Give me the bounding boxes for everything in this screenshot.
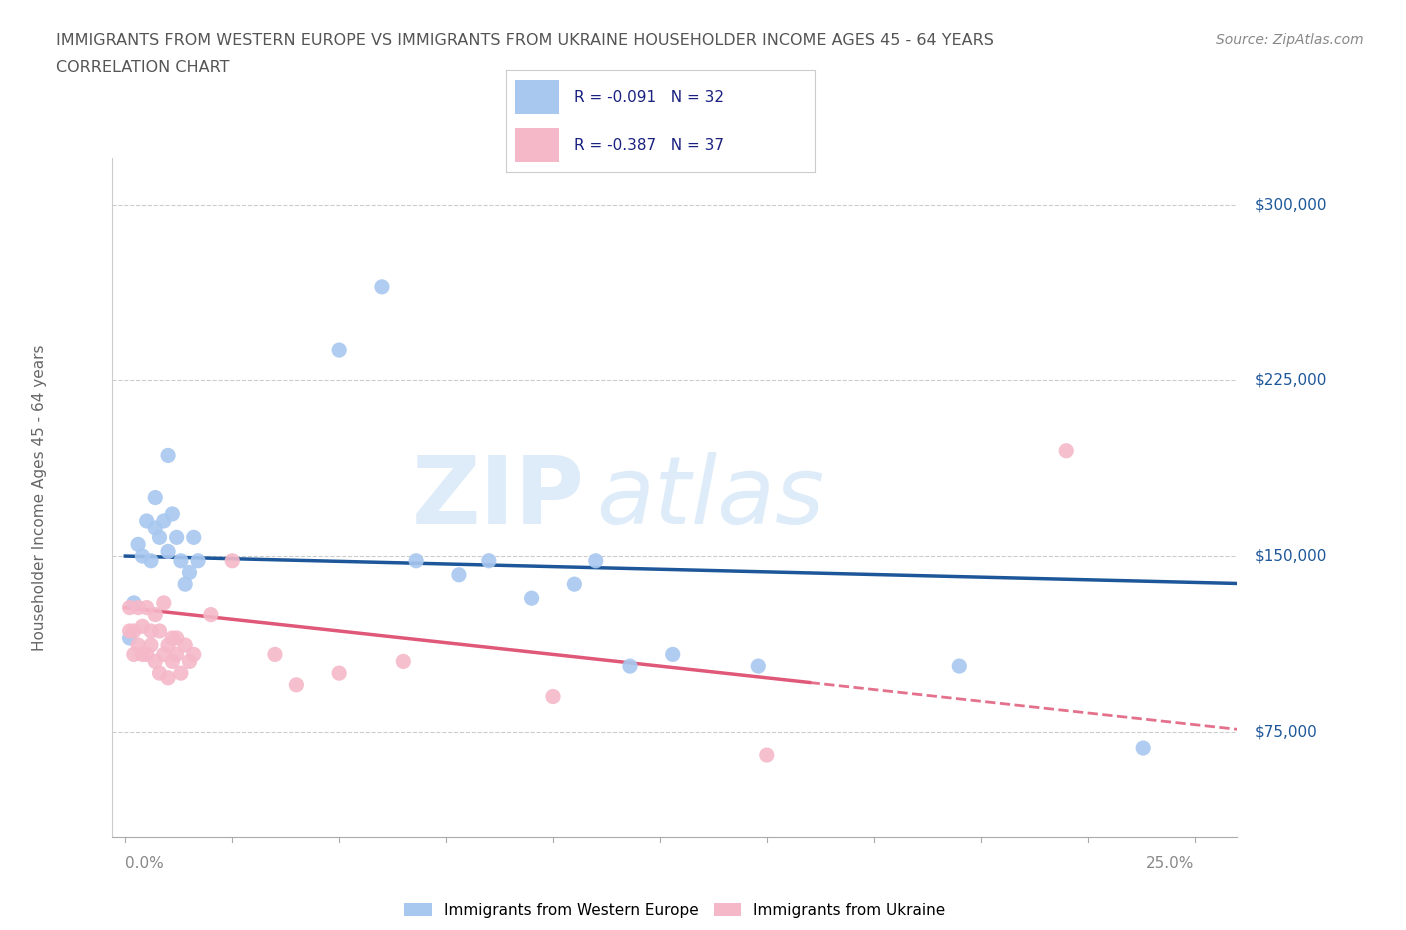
Legend: Immigrants from Western Europe, Immigrants from Ukraine: Immigrants from Western Europe, Immigran…: [404, 902, 946, 918]
Point: [157, 544, 180, 559]
Point: [174, 638, 197, 653]
Point: [148, 530, 170, 545]
Point: [143, 607, 166, 622]
Point: [585, 553, 607, 568]
Point: [157, 638, 180, 653]
Point: [183, 647, 205, 662]
Point: [143, 521, 166, 536]
Point: [520, 591, 543, 605]
Point: [541, 689, 564, 704]
Point: [166, 530, 188, 545]
Text: $75,000: $75,000: [1254, 724, 1317, 739]
Point: [135, 647, 157, 662]
FancyBboxPatch shape: [516, 80, 558, 113]
Point: [131, 549, 153, 564]
Point: [392, 654, 415, 669]
Point: [285, 677, 308, 692]
Text: 0.0%: 0.0%: [125, 856, 165, 870]
Point: [162, 654, 184, 669]
Point: [118, 600, 141, 615]
Point: [564, 577, 586, 591]
Point: [139, 623, 162, 638]
Point: [157, 448, 180, 463]
Text: 25.0%: 25.0%: [1146, 856, 1195, 870]
Point: [948, 658, 970, 673]
Point: [127, 600, 149, 615]
Text: Source: ZipAtlas.com: Source: ZipAtlas.com: [1216, 33, 1364, 46]
Point: [122, 595, 145, 610]
Point: [371, 279, 394, 294]
Point: [135, 600, 157, 615]
Text: R = -0.387   N = 37: R = -0.387 N = 37: [574, 138, 724, 153]
Point: [187, 553, 209, 568]
Point: [162, 631, 184, 645]
Point: [135, 513, 157, 528]
Point: [153, 513, 176, 528]
Point: [153, 647, 176, 662]
Point: [162, 507, 184, 522]
Point: [139, 553, 162, 568]
Point: [405, 553, 427, 568]
Point: [661, 647, 683, 662]
Point: [1054, 444, 1077, 458]
Point: [143, 654, 166, 669]
Point: [157, 671, 180, 685]
Text: CORRELATION CHART: CORRELATION CHART: [56, 60, 229, 75]
Point: [179, 654, 201, 669]
Point: [127, 638, 149, 653]
Point: [619, 658, 641, 673]
Point: [221, 553, 243, 568]
Point: [143, 490, 166, 505]
Point: [139, 638, 162, 653]
Point: [747, 658, 769, 673]
Point: [328, 666, 350, 681]
Point: [127, 537, 149, 551]
Point: [148, 666, 170, 681]
Point: [131, 618, 153, 633]
Text: $300,000: $300,000: [1254, 197, 1327, 212]
Text: atlas: atlas: [596, 452, 824, 543]
Point: [118, 631, 141, 645]
Text: $150,000: $150,000: [1254, 549, 1327, 564]
Point: [183, 530, 205, 545]
Point: [122, 623, 145, 638]
Point: [1132, 740, 1154, 755]
Text: Householder Income Ages 45 - 64 years: Householder Income Ages 45 - 64 years: [32, 344, 46, 651]
Point: [166, 647, 188, 662]
Point: [118, 623, 141, 638]
Text: $225,000: $225,000: [1254, 373, 1327, 388]
Point: [328, 342, 350, 357]
Point: [122, 647, 145, 662]
Point: [170, 553, 193, 568]
Point: [755, 748, 778, 763]
Point: [131, 647, 153, 662]
Point: [170, 666, 193, 681]
Point: [148, 623, 170, 638]
Text: ZIP: ZIP: [412, 452, 585, 543]
Point: [264, 647, 287, 662]
Point: [478, 553, 501, 568]
Point: [174, 577, 197, 591]
FancyBboxPatch shape: [516, 128, 558, 162]
Point: [179, 565, 201, 580]
Point: [166, 631, 188, 645]
Point: [447, 567, 470, 582]
Text: IMMIGRANTS FROM WESTERN EUROPE VS IMMIGRANTS FROM UKRAINE HOUSEHOLDER INCOME AGE: IMMIGRANTS FROM WESTERN EUROPE VS IMMIGR…: [56, 33, 994, 47]
Point: [153, 595, 176, 610]
Text: R = -0.091   N = 32: R = -0.091 N = 32: [574, 90, 724, 105]
Point: [200, 607, 222, 622]
